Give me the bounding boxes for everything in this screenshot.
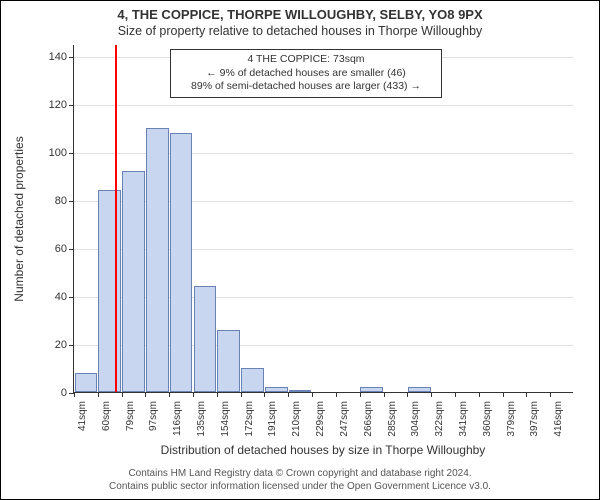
x-tick [241, 392, 242, 397]
x-tick-label: 379sqm [506, 401, 517, 443]
y-tick [69, 57, 74, 58]
y-tick [69, 249, 74, 250]
y-tick-label: 120 [37, 99, 67, 111]
reference-line [115, 45, 117, 392]
footer-line-2: Contains public sector information licen… [1, 481, 599, 492]
x-tick [384, 392, 385, 397]
x-tick-label: 60sqm [101, 401, 112, 443]
chart-subtitle: Size of property relative to detached ho… [1, 24, 599, 38]
annotation-line-1: 4 THE COPPICE: 73sqm [177, 53, 435, 67]
x-tick [360, 392, 361, 397]
y-tick-label: 0 [37, 387, 67, 399]
x-tick [288, 392, 289, 397]
x-tick-label: 41sqm [77, 401, 88, 443]
y-axis-label: Number of detached properties [12, 136, 26, 301]
histogram-bar [146, 128, 169, 392]
plot-area: 4 THE COPPICE: 73sqm← 9% of detached hou… [73, 45, 573, 393]
annotation-line-2: ← 9% of detached houses are smaller (46) [177, 67, 435, 81]
x-tick-label: 154sqm [220, 401, 231, 443]
y-tick-label: 140 [37, 51, 67, 63]
chart-container: 4, THE COPPICE, THORPE WILLOUGHBY, SELBY… [0, 0, 600, 500]
x-tick [98, 392, 99, 397]
x-tick [312, 392, 313, 397]
x-tick-label: 79sqm [125, 401, 136, 443]
x-tick-label: 397sqm [529, 401, 540, 443]
y-tick [69, 201, 74, 202]
x-tick [407, 392, 408, 397]
x-tick [336, 392, 337, 397]
histogram-bar [170, 133, 193, 392]
histogram-bar [408, 387, 431, 392]
gridline [74, 105, 573, 106]
x-tick-label: 247sqm [339, 401, 350, 443]
x-tick-label: 116sqm [172, 401, 183, 443]
x-tick-label: 191sqm [267, 401, 278, 443]
chart-title: 4, THE COPPICE, THORPE WILLOUGHBY, SELBY… [1, 7, 599, 22]
x-tick-label: 360sqm [482, 401, 493, 443]
x-axis-label: Distribution of detached houses by size … [73, 443, 573, 457]
y-tick-label: 100 [37, 147, 67, 159]
x-tick-label: 172sqm [244, 401, 255, 443]
x-tick [145, 392, 146, 397]
x-tick [503, 392, 504, 397]
x-tick-label: 135sqm [196, 401, 207, 443]
x-tick [169, 392, 170, 397]
x-tick-label: 322sqm [434, 401, 445, 443]
x-tick [550, 392, 551, 397]
x-tick [217, 392, 218, 397]
x-tick [193, 392, 194, 397]
x-tick-label: 266sqm [363, 401, 374, 443]
histogram-bar [194, 286, 217, 392]
histogram-bar [122, 171, 145, 392]
x-tick [526, 392, 527, 397]
y-tick [69, 345, 74, 346]
x-tick [74, 392, 75, 397]
histogram-bar [360, 387, 383, 392]
x-tick [455, 392, 456, 397]
x-tick-label: 229sqm [315, 401, 326, 443]
y-tick [69, 105, 74, 106]
x-tick-label: 341sqm [458, 401, 469, 443]
x-tick-label: 304sqm [410, 401, 421, 443]
histogram-bar [241, 368, 264, 392]
histogram-bar [265, 387, 288, 392]
annotation-box: 4 THE COPPICE: 73sqm← 9% of detached hou… [170, 49, 442, 98]
footer-line-1: Contains HM Land Registry data © Crown c… [1, 468, 599, 479]
y-tick-label: 40 [37, 291, 67, 303]
histogram-bar [217, 330, 240, 392]
annotation-line-3: 89% of semi-detached houses are larger (… [177, 80, 435, 94]
x-tick-label: 416sqm [553, 401, 564, 443]
histogram-bar [98, 190, 121, 392]
x-tick [264, 392, 265, 397]
x-tick-label: 285sqm [387, 401, 398, 443]
y-tick [69, 297, 74, 298]
y-tick [69, 153, 74, 154]
x-tick [479, 392, 480, 397]
y-tick-label: 20 [37, 339, 67, 351]
x-tick [431, 392, 432, 397]
x-tick-label: 97sqm [148, 401, 159, 443]
x-tick-label: 210sqm [291, 401, 302, 443]
histogram-bar [75, 373, 98, 392]
x-tick [122, 392, 123, 397]
y-tick-label: 80 [37, 195, 67, 207]
histogram-bar [289, 390, 312, 392]
y-tick-label: 60 [37, 243, 67, 255]
